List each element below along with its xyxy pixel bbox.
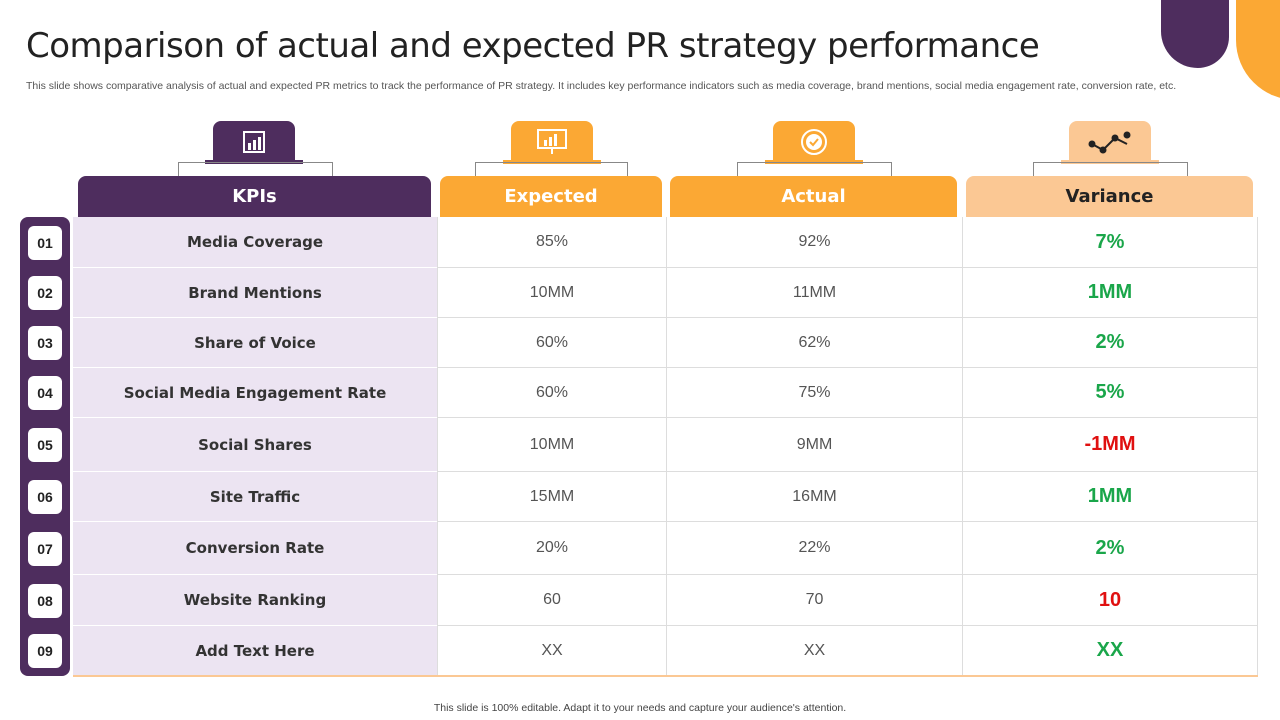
kpi-cell: Media Coverage — [73, 217, 437, 268]
row-number-badge: 02 — [28, 276, 62, 310]
expected-cell: 20% — [438, 522, 666, 575]
decorative-shape-purple — [1161, 0, 1229, 68]
kpi-cell: Site Traffic — [73, 472, 437, 522]
line-trend-icon — [1069, 121, 1151, 163]
footer-note: This slide is 100% editable. Adapt it to… — [433, 702, 847, 714]
kpi-cell: Share of Voice — [73, 318, 437, 368]
row-number-badge: 08 — [28, 583, 62, 618]
expected-cell: 15MM — [438, 472, 666, 522]
actual-cell: 22% — [667, 522, 962, 575]
connector — [737, 162, 892, 176]
variance-cell: 2% — [963, 318, 1257, 368]
expected-cell: 60 — [438, 575, 666, 626]
row-number-badge: 07 — [28, 531, 62, 566]
header-kpis: KPIs — [78, 176, 431, 217]
header-variance: Variance — [966, 176, 1253, 217]
presentation-chart-icon — [511, 121, 593, 163]
actual-cell: XX — [667, 626, 962, 676]
row-number-column: 01 02 03 04 05 06 07 08 09 — [20, 217, 70, 676]
row-number-badge: 06 — [28, 480, 62, 514]
variance-column: 7% 1MM 2% 5% -1MM 1MM 2% 10 XX — [962, 217, 1258, 676]
expected-cell: 60% — [438, 368, 666, 418]
row-number-badge: 01 — [28, 225, 62, 260]
actual-cell: 70 — [667, 575, 962, 626]
kpi-cell: Social Shares — [73, 418, 437, 472]
kpi-cell: Website Ranking — [73, 575, 437, 626]
variance-cell: 7% — [963, 217, 1257, 268]
expected-cell: XX — [438, 626, 666, 676]
actual-cell: 11MM — [667, 268, 962, 318]
row-number-badge: 09 — [28, 634, 62, 668]
variance-cell: 5% — [963, 368, 1257, 418]
page-subtitle: This slide shows comparative analysis of… — [26, 80, 1177, 92]
page-title: Comparison of actual and expected PR str… — [26, 26, 1040, 66]
actual-cell: 62% — [667, 318, 962, 368]
header-expected: Expected — [440, 176, 662, 217]
table-bottom-border — [73, 675, 1258, 677]
kpi-column: Media Coverage Brand Mentions Share of Voi… — [73, 217, 437, 676]
chart-report-icon — [213, 121, 295, 163]
connector — [475, 162, 628, 176]
expected-cell: 10MM — [438, 418, 666, 472]
kpi-cell: Conversion Rate — [73, 522, 437, 575]
variance-cell: 10 — [963, 575, 1257, 626]
kpi-cell: Brand Mentions — [73, 268, 437, 318]
actual-cell: 9MM — [667, 418, 962, 472]
variance-cell: -1MM — [963, 418, 1257, 472]
variance-cell: 1MM — [963, 472, 1257, 522]
expected-column: 85% 10MM 60% 60% 10MM 15MM 20% 60 XX — [437, 217, 666, 676]
variance-cell: XX — [963, 626, 1257, 676]
expected-cell: 10MM — [438, 268, 666, 318]
expected-cell: 85% — [438, 217, 666, 268]
variance-cell: 2% — [963, 522, 1257, 575]
header-actual: Actual — [670, 176, 957, 217]
row-number-badge: 04 — [28, 376, 62, 410]
row-number-badge: 05 — [28, 428, 62, 462]
kpi-cell: Add Text Here — [73, 626, 437, 676]
actual-column: 92% 11MM 62% 75% 9MM 16MM 22% 70 XX — [666, 217, 962, 676]
connector — [178, 162, 333, 176]
kpi-cell: Social Media Engagement Rate — [73, 368, 437, 418]
variance-cell: 1MM — [963, 268, 1257, 318]
row-number-badge: 03 — [28, 326, 62, 360]
actual-cell: 92% — [667, 217, 962, 268]
actual-cell: 16MM — [667, 472, 962, 522]
connector — [1033, 162, 1188, 176]
actual-cell: 75% — [667, 368, 962, 418]
check-badge-icon — [773, 121, 855, 163]
expected-cell: 60% — [438, 318, 666, 368]
